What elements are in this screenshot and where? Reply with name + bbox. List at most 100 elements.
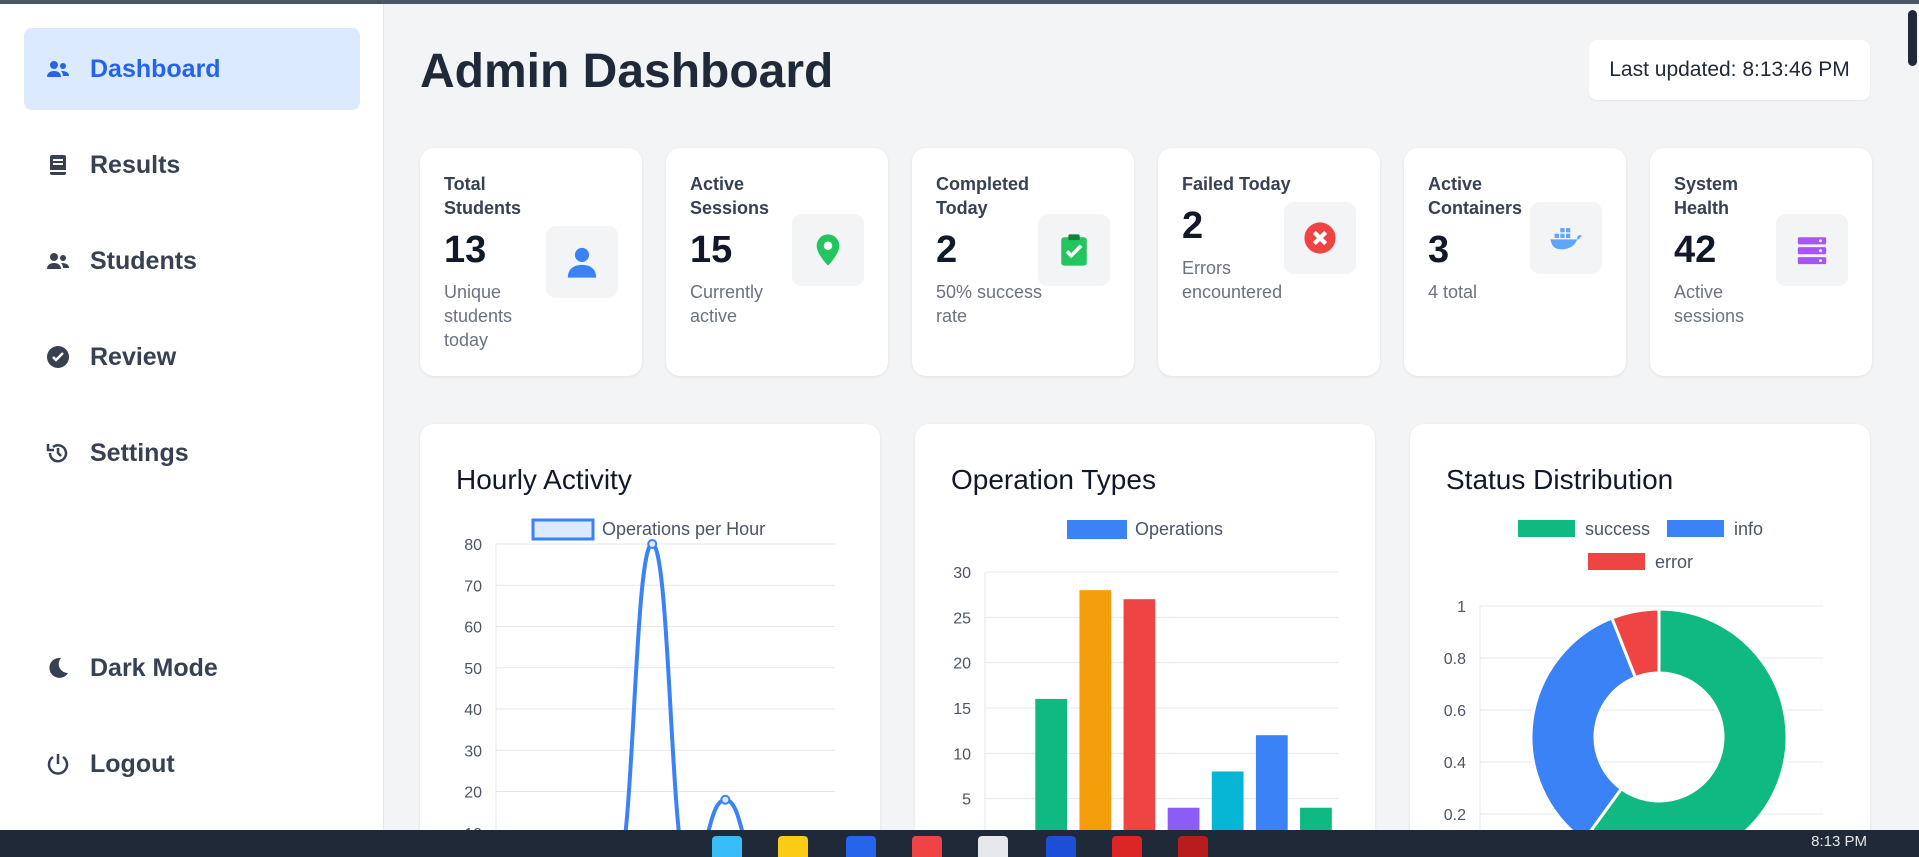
sidebar-item-settings[interactable]: Settings xyxy=(24,412,360,494)
hourly-activity-panel: Hourly Activity Operations per Hour10203… xyxy=(420,424,880,844)
card-label: Failed Today xyxy=(1182,174,1291,194)
card-subtext: Currently active xyxy=(690,282,764,326)
y-tick-label: 50 xyxy=(464,661,482,678)
app-icon[interactable] xyxy=(1112,836,1142,857)
card-label: Completed Today xyxy=(936,174,1030,218)
pie-slice-error xyxy=(1609,607,1661,680)
y-tick-label: 60 xyxy=(464,620,482,637)
card-subtext: Active sessions xyxy=(1674,282,1745,326)
legend-label: error xyxy=(1655,552,1693,572)
status-distribution-panel: Status Distribution success info error 0.2 0… xyxy=(1410,424,1870,844)
y-tick-label: 0.8 xyxy=(1444,651,1466,668)
y-tick-label: 0.2 xyxy=(1444,807,1466,824)
y-tick-label: 0.4 xyxy=(1444,755,1466,772)
docker-icon xyxy=(1530,202,1602,274)
legend-label: Operations per Hour xyxy=(602,519,765,539)
status-distribution-chart[interactable]: success info error 0.2 0.4 0.6 0.8 1 xyxy=(1410,424,1870,844)
y-tick-label: 20 xyxy=(464,785,482,802)
sidebar-item-label: Dashboard xyxy=(90,54,221,83)
y-tick-label: 80 xyxy=(464,537,482,554)
history-icon xyxy=(46,441,70,465)
power-icon xyxy=(46,752,70,776)
sidebar-item-label: Results xyxy=(90,150,181,179)
legend-swatch xyxy=(1667,520,1724,537)
server-icon xyxy=(1776,214,1848,286)
sidebar-item-dashboard[interactable]: Dashboard xyxy=(24,28,360,110)
y-tick-label: 1 xyxy=(1457,599,1466,616)
y-tick-label: 5 xyxy=(962,792,971,809)
data-point xyxy=(720,794,731,805)
dark-mode-label: Dark Mode xyxy=(90,653,218,682)
card-label: Active Sessions xyxy=(690,174,770,218)
folder-icon[interactable] xyxy=(778,836,808,857)
window-top-border xyxy=(0,0,1919,4)
stat-card-system-health: System Health 42 Active sessions xyxy=(1650,148,1872,376)
sidebar-item-label: Students xyxy=(90,246,197,275)
bar xyxy=(1123,599,1156,844)
y-tick-label: 0.6 xyxy=(1444,703,1466,720)
sidebar: Dashboard Results Students Review Settin… xyxy=(0,4,384,830)
line-series xyxy=(622,541,748,844)
logout-button[interactable]: Logout xyxy=(24,723,360,805)
data-point xyxy=(647,539,658,549)
sidebar-item-label: Review xyxy=(90,342,177,371)
user-icon xyxy=(546,226,618,298)
hourly-activity-chart[interactable]: Operations per Hour1020304050607080 xyxy=(420,424,880,844)
app-icon[interactable] xyxy=(978,836,1008,857)
sidebar-item-review[interactable]: Review xyxy=(24,316,360,398)
legend-label: success xyxy=(1585,519,1650,539)
app-icon[interactable] xyxy=(1046,836,1076,857)
stat-card-completed-today: Completed Today 2 50% success rate xyxy=(912,148,1134,376)
panel-title: Status Distribution xyxy=(1446,464,1674,495)
last-updated-badge: Last updated: 8:13:46 PM xyxy=(1589,40,1870,100)
bar xyxy=(1255,735,1288,844)
app-icon[interactable] xyxy=(912,836,942,857)
card-value: 2 xyxy=(936,229,958,271)
legend-label: info xyxy=(1734,519,1763,539)
page-title: Admin Dashboard xyxy=(420,45,834,98)
card-subtext: Unique students today xyxy=(444,282,513,350)
y-tick-label: 30 xyxy=(953,565,971,582)
y-tick-label: 25 xyxy=(953,610,971,627)
pie-slice-success xyxy=(1581,607,1789,844)
users-icon xyxy=(46,249,70,273)
card-label: Active Containers xyxy=(1428,174,1523,218)
clipboard-check-icon xyxy=(1038,214,1110,286)
bar xyxy=(1035,698,1068,844)
stat-card-failed-today: Failed Today 2 Errors encountered xyxy=(1158,148,1380,376)
scrollbar-thumb[interactable] xyxy=(1908,10,1917,66)
card-subtext: 4 total xyxy=(1428,282,1478,302)
pie-slice-info xyxy=(1529,616,1638,843)
panel-title: Hourly Activity xyxy=(456,464,632,495)
legend-swatch xyxy=(1518,520,1575,537)
app-icon[interactable] xyxy=(846,836,876,857)
y-tick-label: 15 xyxy=(953,701,971,718)
y-tick-label: 70 xyxy=(464,578,482,595)
sidebar-item-students[interactable]: Students xyxy=(24,220,360,302)
legend-label: Operations xyxy=(1135,519,1223,539)
x-circle-icon xyxy=(1284,202,1356,274)
y-tick-label: 30 xyxy=(464,743,482,760)
moon-icon xyxy=(46,656,70,680)
card-value: 15 xyxy=(690,229,733,271)
sidebar-item-results[interactable]: Results xyxy=(24,124,360,206)
users-icon xyxy=(46,57,70,81)
stat-card-total-students: Total Students 13 Unique students today xyxy=(420,148,642,376)
os-taskbar: 8:13 PM xyxy=(0,830,1919,857)
stat-card-active-containers: Active Containers 3 4 total xyxy=(1404,148,1626,376)
dark-mode-toggle[interactable]: Dark Mode xyxy=(24,627,360,709)
card-value: 2 xyxy=(1182,205,1204,247)
bar xyxy=(1079,590,1112,844)
y-tick-label: 10 xyxy=(953,746,971,763)
legend-swatch xyxy=(1067,520,1127,539)
page-scrollbar[interactable] xyxy=(1905,4,1919,830)
map-pin-icon xyxy=(792,214,864,286)
panel-title: Operation Types xyxy=(951,464,1156,495)
card-label: Total Students xyxy=(444,174,522,218)
operation-types-chart[interactable]: Operations051015202530dminauthtivityment… xyxy=(915,424,1375,844)
card-label: System Health xyxy=(1674,174,1739,218)
book-icon xyxy=(46,153,70,177)
start-icon[interactable] xyxy=(712,836,742,857)
app-icon[interactable] xyxy=(1178,836,1208,857)
card-subtext: 50% success rate xyxy=(936,282,1043,326)
